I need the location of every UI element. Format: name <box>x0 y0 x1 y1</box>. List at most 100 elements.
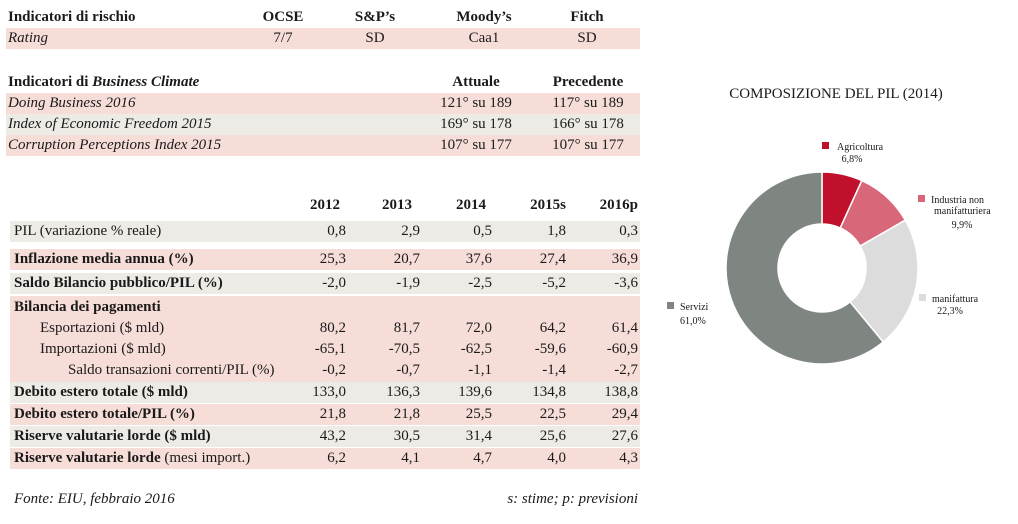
legend-swatch <box>918 195 925 202</box>
row-value: 25,3 <box>319 251 346 267</box>
climate-row: Corruption Perceptions Index 2015 107° s… <box>6 135 640 156</box>
table-row: Riserve valutarie lorde (mesi import.) 6… <box>10 448 640 469</box>
rating-fitch: SD <box>577 30 597 46</box>
rating-sp: SD <box>365 30 385 46</box>
table-row: Saldo Bilancio pubblico/PIL (%) -2,0 -1,… <box>10 273 640 295</box>
row-label: Bilancia dei pagamenti <box>14 299 161 315</box>
row-value: 22,5 <box>539 406 566 422</box>
slice-value-label: 61,0% <box>680 316 706 327</box>
table-row: Importazioni ($ mld) -65,1 -70,5 -62,5 -… <box>10 339 640 360</box>
row-value: 20,7 <box>393 251 420 267</box>
climate-row: Index of Economic Freedom 2015 169° su 1… <box>6 114 640 135</box>
estimates-note: s: stime; p: previsioni <box>507 491 638 507</box>
slice-label: Agricoltura <box>837 142 884 153</box>
row-value: 25,5 <box>465 406 492 422</box>
row-value: -1,9 <box>396 275 420 291</box>
row-value: -5,2 <box>542 275 566 291</box>
slice-servizi <box>725 171 885 365</box>
row-value: 4,3 <box>619 450 638 466</box>
row-value: -62,5 <box>460 341 492 357</box>
row-label: Debito estero totale ($ mld) <box>14 384 188 400</box>
slice-label: manifattura <box>932 294 979 305</box>
climate-header-row: Indicatori di Business Climate Attuale P… <box>6 72 640 93</box>
agency-sp: S&P’s <box>354 9 396 25</box>
row-value: 64,2 <box>539 320 566 336</box>
climate-header-italic: Business Climate <box>92 74 200 90</box>
row-value: 139,6 <box>458 384 492 400</box>
climate-label: Doing Business 2016 <box>8 95 136 111</box>
agency-ocse: OCSE <box>262 9 304 25</box>
row-value: 72,0 <box>465 320 492 336</box>
legend-swatch <box>919 294 926 301</box>
row-value: 6,2 <box>327 450 346 466</box>
row-value: -0,7 <box>396 362 420 378</box>
row-value: 27,4 <box>539 251 566 267</box>
chart-title: COMPOSIZIONE DEL PIL (2014) <box>729 86 943 102</box>
row-label: Saldo transazioni correnti/PIL (%) <box>68 362 275 378</box>
col-current: Attuale <box>452 74 500 90</box>
rating-label: Rating <box>8 30 48 46</box>
payments-block <box>10 296 640 382</box>
row-value: 138,8 <box>604 384 638 400</box>
climate-current: 121° su 189 <box>440 95 512 111</box>
agency-moodys: Moody’s <box>456 9 512 25</box>
row-value: 31,4 <box>465 428 492 444</box>
climate-row: Doing Business 2016 121° su 189 117° su … <box>6 93 640 114</box>
row-label: Saldo Bilancio pubblico/PIL (%) <box>14 275 223 291</box>
year-header: 2015s <box>530 197 566 213</box>
slice-label: Servizi <box>680 302 709 313</box>
years-header-row: 2012 2013 2014 2015s 2016p <box>10 195 640 216</box>
row-label: Riserve valutarie lorde (mesi import.) <box>14 448 250 469</box>
row-value: 27,6 <box>611 428 638 444</box>
climate-previous: 166° su 178 <box>552 116 624 132</box>
row-value: -2,7 <box>614 362 638 378</box>
slice-value-label: 22,3% <box>937 306 963 317</box>
rating-moodys: Caa1 <box>468 30 500 46</box>
row-label: Inflazione media annua (%) <box>14 251 194 267</box>
row-value: 21,8 <box>393 406 420 422</box>
table-row: Saldo transazioni correnti/PIL (%) -0,2 … <box>10 360 640 381</box>
climate-header-prefix: Indicatori di <box>8 74 93 90</box>
row-value: 136,3 <box>386 384 420 400</box>
row-value: -2,5 <box>468 275 492 291</box>
table-row: PIL (variazione % reale) 0,8 2,9 0,5 1,8… <box>10 221 640 243</box>
row-value: 21,8 <box>319 406 346 422</box>
row-value: 2,9 <box>401 223 420 239</box>
legend-swatch <box>822 142 829 149</box>
row-value: 4,1 <box>401 450 420 466</box>
row-value: 29,4 <box>611 406 638 422</box>
row-label-main: Riserve valutarie lorde <box>14 450 161 466</box>
row-value: 4,0 <box>547 450 566 466</box>
row-value: 0,8 <box>327 223 346 239</box>
climate-current: 169° su 178 <box>440 116 512 132</box>
row-value: -60,9 <box>606 341 638 357</box>
row-value: 0,3 <box>619 223 638 239</box>
row-value: 61,4 <box>611 320 638 336</box>
climate-header: Indicatori di Business Climate <box>8 72 199 93</box>
table-row: Inflazione media annua (%) 25,3 20,7 37,… <box>10 249 640 271</box>
slice-label: Industria non <box>931 195 984 206</box>
table-row: Debito estero totale/PIL (%) 21,8 21,8 2… <box>10 404 640 426</box>
row-label: Riserve valutarie lorde ($ mld) <box>14 428 211 444</box>
row-value: -3,6 <box>614 275 638 291</box>
climate-label: Index of Economic Freedom 2015 <box>8 116 212 132</box>
row-label: Esportazioni ($ mld) <box>40 320 165 336</box>
year-header: 2012 <box>310 197 340 213</box>
risk-header: Indicatori di rischio <box>8 9 136 25</box>
row-value: 36,9 <box>611 251 638 267</box>
row-value: -65,1 <box>314 341 346 357</box>
table-row: Esportazioni ($ mld) 80,2 81,7 72,0 64,2… <box>10 318 640 339</box>
row-label-suffix: (mesi import.) <box>160 450 251 466</box>
table-row: Debito estero totale ($ mld) 133,0 136,3… <box>10 382 640 404</box>
row-value: -59,6 <box>534 341 566 357</box>
row-value: 1,8 <box>547 223 566 239</box>
climate-previous: 117° su 189 <box>552 95 624 111</box>
slice-value-label: 9,9% <box>952 220 973 231</box>
row-value: -1,1 <box>468 362 492 378</box>
year-header: 2016p <box>599 197 638 213</box>
col-previous: Precedente <box>552 74 624 90</box>
row-value: -2,0 <box>322 275 346 291</box>
row-value: 30,5 <box>393 428 420 444</box>
legend-swatch <box>667 302 674 309</box>
